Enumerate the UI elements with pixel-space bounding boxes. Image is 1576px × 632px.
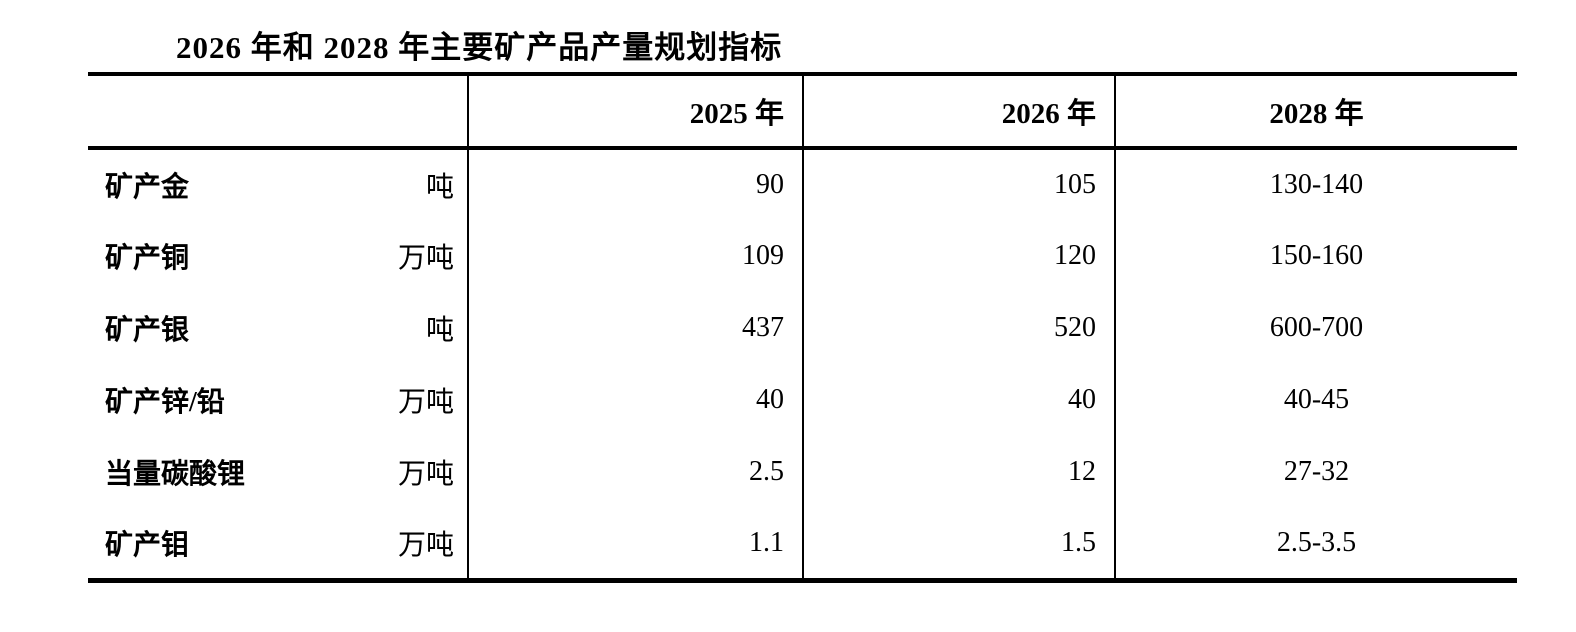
row-unit: 吨 xyxy=(425,172,454,203)
table-row: 当量碳酸锂 万吨 2.5 12 27-32 xyxy=(88,436,1517,508)
row-name: 矿产铜 xyxy=(105,243,190,274)
table-body: 矿产金 吨 90 105 130-140 矿产铜 万吨 109 120 150-… xyxy=(88,148,1517,580)
value-2028: 600-700 xyxy=(1269,312,1364,343)
value-2025: 40 xyxy=(468,364,804,436)
value-2026: 520 xyxy=(803,292,1116,364)
row-unit: 万吨 xyxy=(397,459,454,490)
row-unit: 万吨 xyxy=(397,387,454,418)
table-header: 2025 年 2026 年 2028 年 xyxy=(88,74,1517,150)
row-name: 矿产金 xyxy=(105,172,190,203)
header-2025: 2025 年 xyxy=(468,74,804,150)
header-row: 2025 年 2026 年 2028 年 xyxy=(88,74,1517,150)
row-name: 矿产钼 xyxy=(105,529,190,561)
row-name: 矿产银 xyxy=(105,315,190,346)
row-name: 矿产锌/铅 xyxy=(105,387,225,418)
value-2026: 120 xyxy=(803,220,1116,292)
header-2026: 2026 年 xyxy=(803,74,1116,150)
value-2026: 12 xyxy=(803,436,1116,508)
value-2025: 1.1 xyxy=(468,508,804,580)
value-2026: 40 xyxy=(803,364,1116,436)
table-row: 矿产铜 万吨 109 120 150-160 xyxy=(88,220,1517,292)
row-unit: 万吨 xyxy=(397,243,454,274)
header-2028: 2028 年 xyxy=(1115,74,1517,150)
value-2026: 105 xyxy=(803,148,1116,220)
value-2025: 90 xyxy=(468,148,804,220)
header-item-column xyxy=(88,74,469,150)
value-2025: 2.5 xyxy=(468,436,804,508)
row-unit: 吨 xyxy=(425,315,454,346)
table-row: 矿产金 吨 90 105 130-140 xyxy=(88,148,1517,220)
value-2025: 109 xyxy=(468,220,804,292)
value-2028: 130-140 xyxy=(1269,169,1364,200)
row-name: 当量碳酸锂 xyxy=(105,459,246,490)
value-2028: 150-160 xyxy=(1269,240,1364,271)
page-title: 2026 年和 2028 年主要矿产品产量规划指标 xyxy=(176,30,783,65)
table-row: 矿产银 吨 437 520 600-700 xyxy=(88,292,1517,364)
table-row: 矿产锌/铅 万吨 40 40 40-45 xyxy=(88,364,1517,436)
value-2026: 1.5 xyxy=(803,508,1116,580)
value-2028: 40-45 xyxy=(1283,384,1350,415)
value-2025: 437 xyxy=(468,292,804,364)
value-2028: 2.5-3.5 xyxy=(1276,526,1357,558)
table-row: 矿产钼 万吨 1.1 1.5 2.5-3.5 xyxy=(88,508,1517,580)
row-unit: 万吨 xyxy=(397,529,454,561)
value-2028: 27-32 xyxy=(1283,456,1350,487)
production-planning-table: 2025 年 2026 年 2028 年 矿产金 吨 90 105 130-14… xyxy=(88,72,1517,583)
